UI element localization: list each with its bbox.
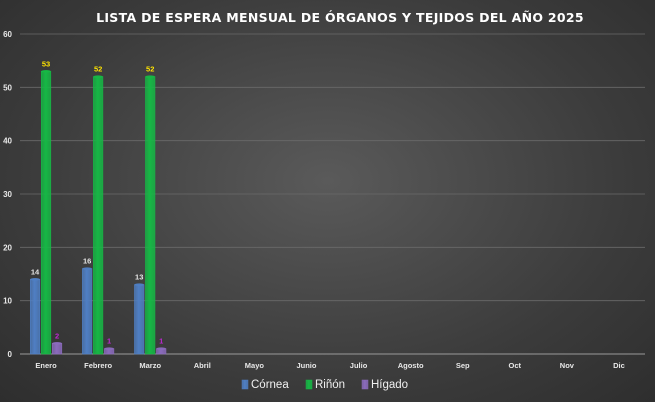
data-label: 53: [42, 59, 50, 68]
data-label: 2: [55, 331, 59, 340]
data-label: 1: [107, 337, 111, 346]
data-label: 1: [159, 337, 163, 346]
bar-cap: [41, 70, 51, 73]
y-axis-ticks: 0 10 20 30 40 50 60: [3, 30, 12, 359]
x-tick-label: Julio: [350, 361, 368, 370]
x-tick-label: Enero: [35, 361, 57, 370]
bar-cap: [30, 278, 40, 281]
bar: [93, 76, 104, 355]
x-tick-label: Dic: [613, 361, 625, 370]
y-tick-label: 20: [3, 243, 12, 252]
chart-title: LISTA DE ESPERA MENSUAL DE ÓRGANOS Y TEJ…: [96, 10, 584, 25]
bar-cap: [93, 75, 103, 78]
bar: [51, 343, 63, 355]
bar-cap: [134, 283, 144, 286]
x-tick-label: Nov: [560, 361, 575, 370]
data-label: 52: [94, 65, 102, 74]
y-tick-label: 0: [8, 350, 13, 359]
legend-label: Córnea: [251, 379, 289, 391]
y-tick-label: 10: [3, 297, 12, 306]
data-label: 52: [146, 65, 154, 74]
bar-cap: [156, 347, 166, 350]
legend-label: Hígado: [371, 379, 408, 391]
gridlines: [20, 33, 645, 355]
bar: [134, 284, 145, 355]
x-tick-label: Sep: [456, 361, 470, 370]
legend-swatch: [305, 379, 313, 390]
x-tick-label: Mayo: [245, 361, 265, 370]
bar: [82, 268, 93, 355]
x-tick-label: Febrero: [84, 361, 112, 370]
data-labels: 14 53 2 16 52 1 13 52 1: [31, 59, 163, 345]
x-tick-label: Marzo: [139, 361, 161, 370]
x-tick-label: Abril: [194, 361, 211, 370]
data-label: 13: [135, 273, 143, 282]
bars: [29, 70, 167, 355]
x-tick-label: Oct: [509, 361, 522, 370]
y-tick-label: 60: [3, 30, 12, 39]
data-label: 16: [83, 257, 91, 266]
bar-cap: [145, 75, 155, 78]
bar-cap: [104, 347, 114, 350]
legend-swatch: [361, 379, 369, 390]
bar-cap: [52, 342, 62, 345]
y-tick-label: 30: [3, 190, 12, 199]
bar-cap: [82, 267, 92, 270]
legend: Córnea Riñón Hígado: [241, 379, 408, 391]
x-tick-label: Agosto: [398, 361, 424, 370]
y-tick-label: 50: [3, 83, 12, 92]
bar: [29, 279, 41, 355]
data-label: 14: [31, 267, 40, 276]
x-axis-ticks: Enero Febrero Marzo Abril Mayo Junio Julio Agos…: [35, 361, 624, 370]
legend-swatch: [241, 379, 249, 390]
x-tick-label: Junio: [296, 361, 316, 370]
bar: [40, 71, 52, 355]
y-tick-label: 40: [3, 137, 12, 146]
legend-label: Riñón: [315, 379, 345, 391]
bar: [145, 76, 156, 355]
